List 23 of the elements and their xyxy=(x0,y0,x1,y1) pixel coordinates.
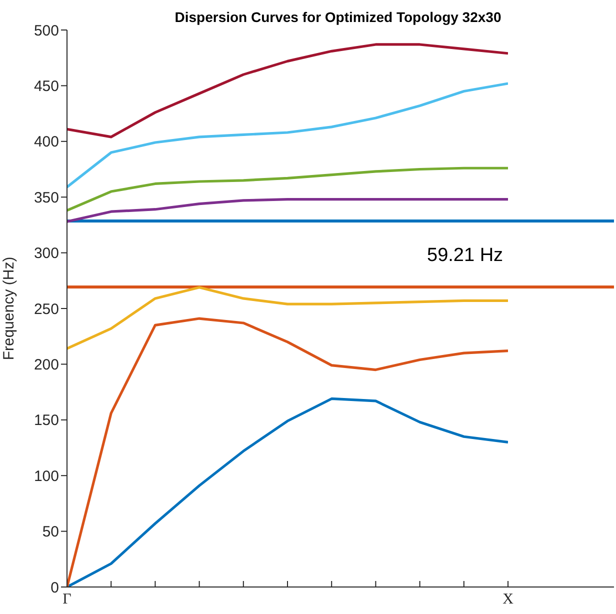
y-tick-label: 100 xyxy=(34,468,59,485)
y-tick-label: 250 xyxy=(34,300,59,318)
y-tick-label: 500 xyxy=(34,22,59,40)
line-series xyxy=(67,43,508,138)
y-tick-label: 350 xyxy=(34,189,59,206)
y-tick-label: 400 xyxy=(34,134,59,151)
line-series xyxy=(67,397,508,587)
line-series xyxy=(67,82,508,188)
line-series xyxy=(67,166,508,212)
y-axis-title: Frequency (Hz) xyxy=(0,256,18,360)
line-series xyxy=(67,198,508,223)
annotation: 59.21 Hz xyxy=(427,245,504,267)
chart-title: Dispersion Curves for Optimized Topology 32x30 xyxy=(174,9,502,25)
y-tick-label: 200 xyxy=(34,356,59,374)
line-series xyxy=(67,286,508,350)
line-series xyxy=(67,317,508,587)
y-tick-label: 50 xyxy=(42,524,59,541)
x-tick-label: Γ xyxy=(62,592,72,608)
y-tick-label: 150 xyxy=(34,412,59,430)
y-tick-label: 300 xyxy=(34,245,59,262)
y-tick-label: 450 xyxy=(34,78,59,96)
y-tick-label: 0 xyxy=(50,579,59,596)
x-tick-label: X xyxy=(502,592,514,608)
